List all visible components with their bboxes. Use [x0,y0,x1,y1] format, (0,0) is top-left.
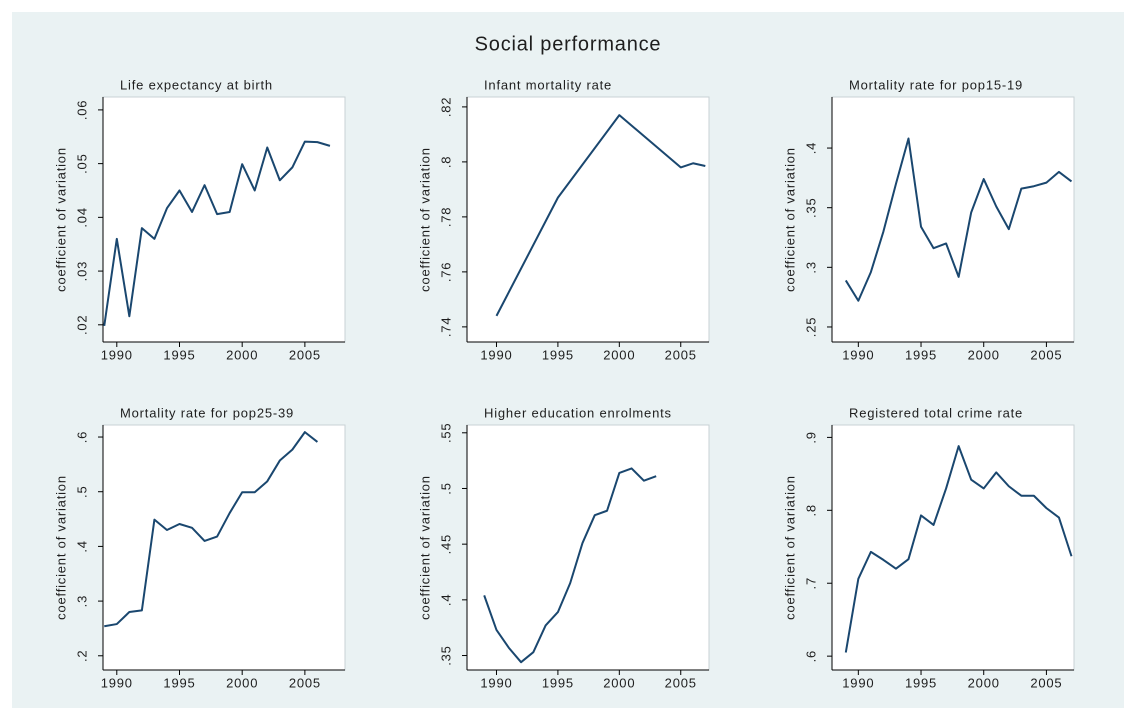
y-tick-label: .5 [74,485,89,497]
data-line [483,467,657,664]
data-line [104,431,319,628]
y-axis-title: coefficient of variation [417,475,432,620]
panel-title: Mortality rate for pop25-39 [120,405,294,420]
x-tick-label: 2000 [226,675,258,690]
x-tick-label: 1995 [163,347,195,362]
y-tick-label: .2 [74,650,89,662]
y-tick-label: .04 [74,207,89,227]
panel-title: Life expectancy at birth [120,77,273,92]
x-tick-label: 2005 [289,347,321,362]
y-tick-label: .4 [74,540,89,552]
y-tick-label: .4 [803,142,818,154]
y-tick-label: .35 [438,645,453,665]
x-tick-label: 2000 [603,675,635,690]
plot-area [466,424,710,671]
y-tick-label: .3 [803,261,818,273]
y-tick-label: .45 [438,534,453,554]
y-tick-label: .4 [438,594,453,606]
x-tick-label: 2005 [289,675,321,690]
plot-area [102,96,346,343]
x-tick-label: 2000 [226,347,258,362]
y-axis-title: coefficient of variation [782,147,797,292]
x-tick-label: 1990 [101,675,133,690]
y-tick-label: .8 [803,504,818,516]
data-line [495,114,706,317]
y-tick-label: .76 [438,262,453,282]
y-tick-label: .55 [438,423,453,443]
y-axis-title: coefficient of variation [53,475,68,620]
x-tick-label: 1990 [480,347,512,362]
y-tick-label: .06 [74,100,89,120]
panel-title: Infant mortality rate [484,77,612,92]
y-tick-label: .03 [74,261,89,281]
x-tick-label: 1990 [480,675,512,690]
x-tick-label: 1990 [842,675,874,690]
y-tick-label: .05 [74,153,89,173]
y-axis-title: coefficient of variation [53,147,68,292]
x-tick-label: 2005 [665,347,697,362]
y-tick-label: .35 [803,197,818,217]
x-tick-label: 1995 [542,675,574,690]
x-tick-label: 1990 [842,347,874,362]
data-line [103,140,331,327]
chart-title: Social performance [475,33,662,55]
y-tick-label: .5 [438,482,453,494]
plot-area [102,424,346,671]
y-axis-title: coefficient of variation [782,475,797,620]
data-line [844,445,1073,653]
panel-title: Mortality rate for pop15-19 [849,77,1023,92]
x-tick-label: 1995 [905,347,937,362]
plot-area [466,96,710,343]
x-tick-label: 2005 [665,675,697,690]
x-tick-label: 1995 [163,675,195,690]
x-tick-label: 2000 [968,347,1000,362]
x-tick-label: 2005 [1030,347,1062,362]
x-tick-label: 1995 [905,675,937,690]
plot-area [831,96,1075,343]
y-tick-label: .9 [803,431,818,443]
y-tick-label: .6 [803,650,818,662]
y-tick-label: .02 [74,315,89,335]
x-tick-label: 2005 [1030,675,1062,690]
y-tick-label: .7 [803,577,818,589]
x-tick-label: 1990 [101,347,133,362]
x-tick-label: 2000 [968,675,1000,690]
x-tick-label: 2000 [603,347,635,362]
y-tick-label: .82 [438,97,453,117]
y-tick-label: .25 [803,317,818,337]
y-tick-label: .3 [74,595,89,607]
panel-title: Registered total crime rate [849,405,1023,420]
x-tick-label: 1995 [542,347,574,362]
data-line [844,137,1073,302]
y-tick-label: .8 [438,156,453,168]
y-tick-label: .74 [438,317,453,337]
y-tick-label: .6 [74,431,89,443]
panel-title: Higher education enrolments [484,405,672,420]
y-tick-label: .78 [438,207,453,227]
y-axis-title: coefficient of variation [417,147,432,292]
